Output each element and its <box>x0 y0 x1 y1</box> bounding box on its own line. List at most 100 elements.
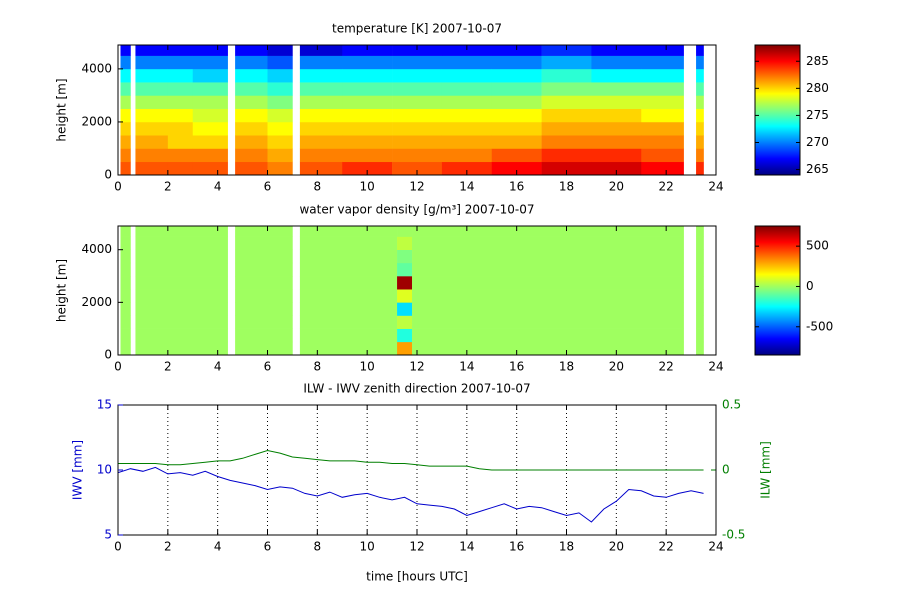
heat-cell <box>641 95 684 109</box>
heat-cell <box>696 68 704 83</box>
heat-cell <box>135 276 228 290</box>
colorbar <box>754 225 801 356</box>
heat-cell <box>696 95 704 109</box>
colorbar <box>754 44 801 176</box>
heat-cell <box>135 121 169 136</box>
heat-cell <box>441 148 493 163</box>
x-tick-label: 4 <box>214 180 222 194</box>
x-tick-label: 22 <box>659 540 674 554</box>
heat-cell <box>192 82 228 96</box>
heat-cell <box>135 289 228 303</box>
heat-cell <box>696 302 704 316</box>
heat-cell <box>235 276 293 290</box>
heat-cell <box>192 55 228 70</box>
heat-cell <box>541 95 592 109</box>
x-tick-label: 14 <box>459 180 474 194</box>
x-tick-label: 10 <box>360 360 375 374</box>
heat-cell <box>412 302 684 316</box>
heat-cell <box>696 249 704 264</box>
heat-cell <box>491 135 542 149</box>
heat-cell <box>167 108 194 123</box>
colorbar-tick-label: 275 <box>806 108 829 122</box>
heat-cell <box>192 108 228 123</box>
heat-cell <box>541 82 592 96</box>
heat-cell <box>135 45 169 56</box>
heat-cell <box>120 121 131 136</box>
heat-cell <box>541 45 592 56</box>
heat-cell <box>392 161 443 176</box>
heat-cell <box>235 341 293 356</box>
heat-cell <box>641 82 684 96</box>
x-tick-label: 20 <box>609 180 624 194</box>
heat-cell <box>696 276 704 290</box>
x-tick-label: 22 <box>659 360 674 374</box>
heat-cell <box>120 108 131 123</box>
y-tick-label: 2000 <box>81 114 112 128</box>
x-tick-label: 16 <box>509 540 524 554</box>
heat-cell <box>342 68 393 83</box>
heat-cell <box>135 135 169 149</box>
heat-cell <box>591 135 642 149</box>
heat-cell <box>696 55 704 70</box>
heat-cell <box>120 249 131 264</box>
heat-cell <box>342 135 393 149</box>
heat-cell <box>397 236 413 250</box>
heat-cell <box>267 121 293 136</box>
heat-cell <box>696 45 704 56</box>
heat-cell <box>412 262 684 277</box>
heat-cell <box>342 45 393 56</box>
heat-cell <box>641 148 684 163</box>
heat-cell <box>235 328 293 343</box>
heat-cell <box>299 148 343 163</box>
y-tick-label: 0 <box>104 168 112 182</box>
heat-cell <box>299 289 398 303</box>
heat-cell <box>120 302 131 316</box>
heat-cell <box>397 276 413 290</box>
heat-cell <box>299 236 398 250</box>
heat-cell <box>120 55 131 70</box>
heat-cell <box>591 148 642 163</box>
heat-cell <box>235 315 293 329</box>
heat-cell <box>235 161 268 176</box>
x-tick-label: 8 <box>314 180 322 194</box>
heat-cell <box>299 95 343 109</box>
heat-cell <box>397 226 413 237</box>
x-tick-label: 16 <box>509 360 524 374</box>
heat-cell <box>441 68 493 83</box>
heat-cell <box>192 95 228 109</box>
heat-cell <box>696 226 704 237</box>
heat-cell <box>120 68 131 83</box>
heat-cell <box>267 68 293 83</box>
heat-cell <box>392 121 443 136</box>
heat-cell <box>392 45 443 56</box>
heat-cell <box>192 68 228 83</box>
x-tick-label: 4 <box>214 540 222 554</box>
heat-cell <box>397 302 413 316</box>
y2-axis-label: ILW [mm] <box>759 441 773 499</box>
heat-cell <box>299 276 398 290</box>
heat-cell <box>641 55 684 70</box>
x-tick-label: 12 <box>409 360 424 374</box>
heat-cell <box>235 55 268 70</box>
y-axis-label: height [m] <box>55 78 69 141</box>
heat-cell <box>641 45 684 56</box>
heat-cell <box>135 262 228 277</box>
colorbar-tick-label: 285 <box>806 54 829 68</box>
heat-cell <box>235 226 293 237</box>
heat-cell <box>167 148 194 163</box>
heat-cell <box>120 315 131 329</box>
heat-cell <box>235 236 293 250</box>
heat-cell <box>235 289 293 303</box>
heat-cell <box>591 68 642 83</box>
heat-cell <box>135 226 228 237</box>
x-tick-label: 14 <box>459 360 474 374</box>
heat-cell <box>696 236 704 250</box>
heat-cell <box>591 121 642 136</box>
heat-cell <box>135 302 228 316</box>
x-tick-label: 24 <box>708 360 723 374</box>
x-tick-label: 0 <box>114 360 122 374</box>
heat-cell <box>235 121 268 136</box>
heat-cell <box>392 135 443 149</box>
x-tick-label: 14 <box>459 540 474 554</box>
